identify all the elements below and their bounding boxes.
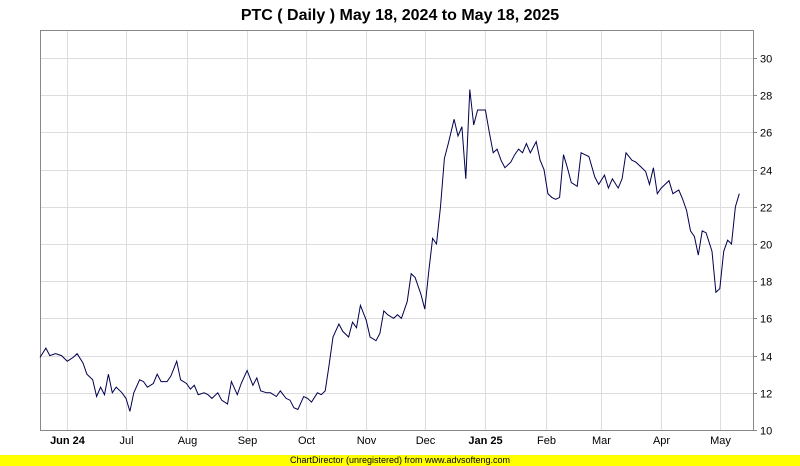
footer-text: ChartDirector (unregistered) from www.ad… <box>289 455 511 465</box>
y-tick-label: 24 <box>760 166 772 178</box>
plot-area <box>40 30 754 431</box>
grid <box>40 30 753 431</box>
chart: PTC ( Daily ) May 18, 2024 to May 18, 20… <box>39 7 772 447</box>
x-axis: Jun 24 Jul Aug Sep Oct Nov Dec Jan 25 Feb Mar Apr M… <box>50 435 731 447</box>
x-tick-label: Feb <box>537 435 556 447</box>
y-tick-label: 26 <box>760 128 772 140</box>
x-tick-label: May <box>710 435 731 447</box>
y-tick-label: 22 <box>760 203 772 215</box>
y-tick-label: 30 <box>760 54 772 66</box>
x-tick-label: Nov <box>357 435 377 447</box>
x-tick-label: Dec <box>416 435 436 447</box>
x-tick-label: Apr <box>653 435 670 447</box>
y-axis: 10 12 14 16 18 20 22 24 26 28 30 <box>753 54 772 438</box>
footer-banner: ChartDirector (unregistered) from www.ad… <box>0 455 800 466</box>
x-tick-label: Jun 24 <box>50 435 86 447</box>
x-tick-label: Mar <box>592 435 611 447</box>
x-tick-label: Aug <box>178 435 198 447</box>
x-tick-label: Oct <box>298 435 315 447</box>
y-tick-label: 20 <box>760 240 772 252</box>
chart-title: PTC ( Daily ) May 18, 2024 to May 18, 20… <box>241 7 559 24</box>
price-line <box>39 89 740 412</box>
y-tick-label: 28 <box>760 91 772 103</box>
y-tick-label: 18 <box>760 277 772 289</box>
y-tick-label: 14 <box>760 352 772 364</box>
y-tick-label: 10 <box>760 426 772 438</box>
x-tick-label: Jan 25 <box>468 435 502 447</box>
y-tick-label: 16 <box>760 314 772 326</box>
x-tick-label: Jul <box>119 435 133 447</box>
x-tick-label: Sep <box>238 435 258 447</box>
y-tick-label: 12 <box>760 389 772 401</box>
